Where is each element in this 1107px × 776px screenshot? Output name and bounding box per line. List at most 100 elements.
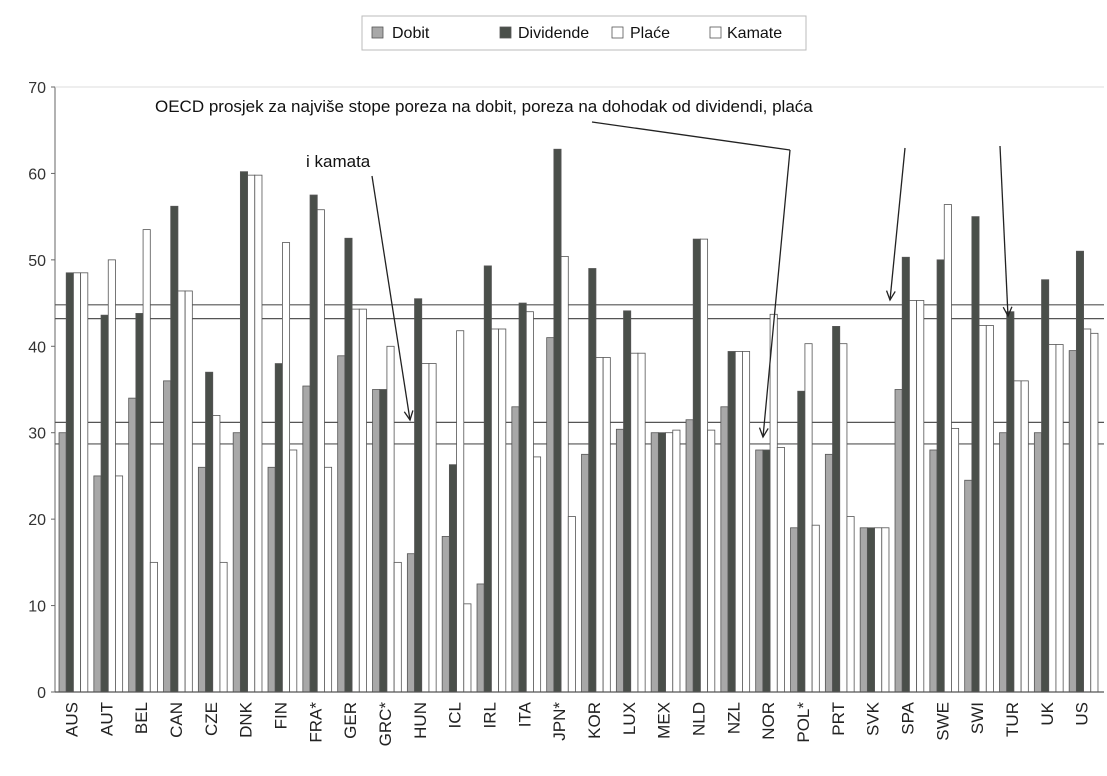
bar-dobit-jpn [546, 337, 555, 693]
bar-plaće-swi [978, 325, 987, 693]
bar-dobit-us [1068, 350, 1077, 693]
legend-swatch-dividende [499, 26, 512, 39]
arrowhead-right-a [885, 290, 896, 302]
bar-kamate-us [1090, 332, 1099, 693]
bar-dobit-prt [824, 453, 833, 693]
bar-dobit-cze [197, 466, 206, 693]
bar-kamate-can [184, 290, 193, 693]
bar-dividende-us [1075, 250, 1084, 693]
bar-dividende-spa [901, 256, 910, 693]
bar-kamate-cze [219, 561, 228, 693]
legend-label-kamate: Kamate [727, 25, 782, 42]
bar-kamate-fin [289, 449, 298, 693]
bar-dividende-lux [623, 310, 632, 693]
bar-plaće-aut [107, 259, 116, 693]
y-tick-label: 40 [28, 339, 46, 356]
x-tick-label: TUR [1003, 702, 1022, 737]
bar-dobit-nld [685, 419, 694, 693]
x-tick-label: SPA [898, 701, 917, 734]
bar-plaće-svk [874, 527, 883, 693]
bar-dobit-ger [337, 355, 346, 693]
legend-swatch-kamate [709, 26, 722, 39]
bar-dividende-prt [832, 326, 841, 693]
bar-kamate-aus [80, 272, 89, 693]
bar-dividende-ger [344, 237, 353, 693]
annotations: OECD prosjek za najviše stope poreza na … [155, 97, 1013, 439]
y-axis: 0 10 20 30 40 50 60 70 [28, 80, 1104, 702]
bar-kamate-dnk [254, 174, 263, 693]
bar-dividende-aut [100, 314, 109, 693]
bar-plaće-swe [943, 204, 952, 693]
x-tick-label: BEL [132, 702, 151, 734]
bar-kamate-ger [358, 308, 367, 693]
bar-dobit-irl [476, 583, 485, 693]
bar-kamate-fra [324, 466, 333, 693]
bar-plaće-icl [456, 330, 465, 693]
bar-plaće-kor [595, 357, 604, 693]
bar-dobit-hun [406, 553, 415, 693]
bar-plaće-bel [142, 229, 151, 693]
bar-dividende-swi [971, 216, 980, 693]
x-tick-label: UK [1038, 701, 1057, 725]
bar-dividende-can [170, 205, 179, 693]
y-tick-label: 10 [28, 599, 46, 616]
x-tick-label: KOR [585, 702, 604, 739]
x-tick-label: POL* [794, 702, 813, 743]
bar-dobit-dnk [232, 432, 241, 693]
bar-dividende-dnk [239, 171, 248, 693]
x-tick-label: FRA* [306, 702, 325, 743]
bar-plaće-aus [73, 272, 82, 693]
bar-dividende-svk [866, 527, 875, 693]
bar-dividende-hun [414, 298, 423, 693]
bar-plaće-dnk [247, 174, 256, 693]
bar-kamate-nzl [742, 351, 751, 693]
bar-dobit-aut [93, 475, 102, 693]
bar-kamate-grc [393, 561, 402, 693]
bar-dividende-grc [379, 389, 388, 693]
bar-dobit-nzl [720, 406, 729, 693]
reference-lines [55, 304, 1104, 445]
bar-dobit-uk [1033, 432, 1042, 693]
bar-kamate-svk [881, 527, 890, 693]
bar-kamate-pol [811, 524, 820, 693]
bar-dividende-irl [483, 265, 492, 693]
x-tick-label: SWE [933, 702, 952, 741]
arrowhead-right-b [1002, 306, 1013, 318]
bar-dividende-pol [797, 390, 806, 693]
bar-plaće-tur [1013, 380, 1022, 693]
x-tick-label: ITA [515, 701, 534, 727]
bar-kamate-aut [115, 475, 124, 693]
bar-kamate-swe [951, 427, 960, 693]
bar-dobit-can [163, 380, 172, 693]
bar-plaće-jpn [560, 255, 569, 693]
bar-kamate-icl [463, 603, 472, 693]
bar-dobit-tur [999, 432, 1008, 693]
arrowhead-left [403, 410, 414, 422]
bar-kamate-hun [428, 363, 437, 693]
bar-plaće-mex [665, 432, 674, 693]
bar-plaće-nzl [734, 351, 743, 693]
legend-box [361, 15, 807, 51]
bar-plaće-nld [700, 238, 709, 693]
bar-kamate-swi [985, 325, 994, 693]
x-tick-label: LUX [620, 702, 639, 735]
bar-dobit-fra [302, 385, 311, 693]
x-tick-label: CZE [202, 702, 221, 736]
bar-dividende-jpn [553, 148, 562, 693]
pointer-line-left [371, 175, 411, 421]
bar-plaće-cze [212, 415, 221, 693]
bar-dobit-swe [929, 449, 938, 693]
bar-dividende-uk [1041, 279, 1050, 693]
bar-dividende-nzl [727, 351, 736, 693]
bar-dobit-aus [58, 432, 67, 693]
bar-dividende-kor [588, 268, 597, 693]
bar-dobit-kor [581, 453, 590, 693]
bar-plaće-spa [909, 300, 918, 693]
bar-plaće-irl [491, 328, 500, 693]
bar-plaće-us [1083, 328, 1092, 693]
bar-dobit-mex [650, 432, 659, 693]
bar-dividende-icl [448, 464, 457, 693]
x-tick-label: HUN [411, 702, 430, 739]
bar-kamate-irl [498, 328, 507, 693]
bar-plaće-grc [386, 345, 395, 693]
